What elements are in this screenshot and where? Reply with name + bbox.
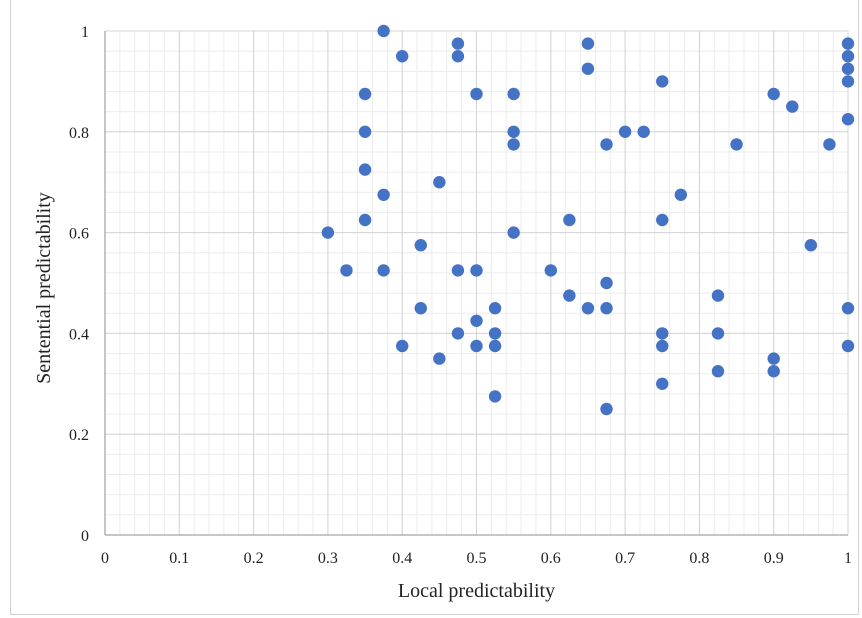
data-point bbox=[544, 264, 557, 277]
x-tick-label: 1 bbox=[844, 550, 852, 567]
data-point bbox=[488, 339, 502, 353]
data-point bbox=[433, 176, 446, 189]
data-point bbox=[600, 138, 613, 151]
data-point bbox=[414, 302, 427, 315]
data-point bbox=[507, 87, 520, 101]
data-point bbox=[358, 125, 372, 138]
major-grid bbox=[104, 30, 849, 536]
x-tick-labels: 0 0.1 0.2 0.3 0.4 0.5 0.6 0.7 0.8 0.9 1 bbox=[101, 550, 852, 567]
data-point bbox=[711, 327, 725, 340]
data-point bbox=[321, 226, 335, 239]
data-point bbox=[581, 62, 595, 75]
data-point bbox=[711, 289, 725, 302]
data-point bbox=[600, 276, 613, 290]
data-point bbox=[841, 339, 855, 353]
data-point bbox=[507, 226, 520, 239]
data-point bbox=[563, 213, 576, 227]
data-point bbox=[600, 402, 613, 416]
data-point bbox=[581, 302, 595, 315]
data-point bbox=[841, 75, 855, 88]
y-tick-label: 1 bbox=[81, 24, 89, 41]
data-point bbox=[656, 327, 669, 340]
data-point bbox=[767, 365, 780, 378]
data-point bbox=[600, 302, 613, 315]
data-point bbox=[767, 87, 780, 101]
x-tick-label: 0.4 bbox=[392, 550, 412, 567]
data-point bbox=[377, 264, 390, 277]
y-tick-label: 0.8 bbox=[69, 125, 89, 142]
y-tick-labels: 0 0.2 0.4 0.6 0.8 1 bbox=[69, 24, 89, 545]
data-point bbox=[656, 75, 669, 88]
data-point bbox=[786, 100, 799, 113]
x-tick-label: 0.3 bbox=[318, 550, 338, 567]
data-point bbox=[730, 138, 743, 151]
data-point bbox=[804, 239, 818, 252]
data-point bbox=[563, 289, 576, 302]
data-point bbox=[656, 377, 669, 390]
x-tick-label: 0.8 bbox=[689, 550, 709, 567]
data-point bbox=[451, 37, 465, 50]
data-point bbox=[377, 24, 390, 38]
data-point bbox=[377, 188, 390, 201]
y-tick-label: 0 bbox=[81, 528, 89, 545]
data-point bbox=[841, 37, 855, 50]
data-point bbox=[656, 339, 669, 353]
x-tick-label: 0.9 bbox=[764, 550, 784, 567]
data-point bbox=[841, 62, 855, 75]
x-axis-title: Local predictability bbox=[398, 580, 555, 602]
data-point bbox=[451, 264, 465, 277]
data-point bbox=[396, 339, 409, 353]
data-point bbox=[451, 327, 465, 340]
data-point bbox=[618, 125, 632, 138]
data-point bbox=[581, 37, 595, 50]
x-tick-label: 0.7 bbox=[615, 550, 635, 567]
x-tick-label: 0.6 bbox=[541, 550, 561, 567]
data-point bbox=[358, 213, 372, 227]
data-point bbox=[470, 87, 483, 101]
data-point bbox=[507, 138, 520, 151]
x-tick-label: 0.1 bbox=[169, 550, 189, 567]
y-tick-label: 0.6 bbox=[69, 226, 89, 243]
data-point bbox=[340, 264, 353, 277]
data-point bbox=[507, 125, 520, 138]
data-point bbox=[470, 339, 483, 353]
data-point bbox=[396, 50, 409, 63]
chart-frame bbox=[10, 0, 859, 615]
data-point bbox=[656, 213, 669, 227]
data-point bbox=[767, 352, 780, 365]
x-tick-label: 0 bbox=[101, 550, 109, 567]
data-point bbox=[451, 50, 465, 63]
data-point bbox=[470, 314, 483, 327]
data-point bbox=[358, 163, 372, 176]
data-point bbox=[488, 390, 502, 403]
data-point bbox=[488, 302, 502, 315]
data-point bbox=[488, 327, 502, 340]
data-point bbox=[711, 365, 725, 378]
y-tick-label: 0.2 bbox=[69, 427, 89, 444]
data-point bbox=[414, 239, 427, 252]
data-point bbox=[841, 113, 855, 126]
x-tick-label: 0.2 bbox=[244, 550, 264, 567]
y-axis-title: Sentential predictability bbox=[33, 192, 55, 384]
data-point bbox=[470, 264, 483, 277]
data-point bbox=[823, 138, 836, 151]
data-point bbox=[358, 87, 372, 101]
data-point bbox=[841, 50, 855, 63]
data-point bbox=[841, 302, 855, 315]
data-points bbox=[321, 24, 855, 416]
y-tick-label: 0.4 bbox=[69, 326, 89, 343]
data-point bbox=[433, 352, 446, 365]
data-point bbox=[674, 188, 688, 201]
axes bbox=[104, 31, 848, 536]
data-point bbox=[637, 125, 650, 138]
x-tick-label: 0.5 bbox=[467, 550, 487, 567]
